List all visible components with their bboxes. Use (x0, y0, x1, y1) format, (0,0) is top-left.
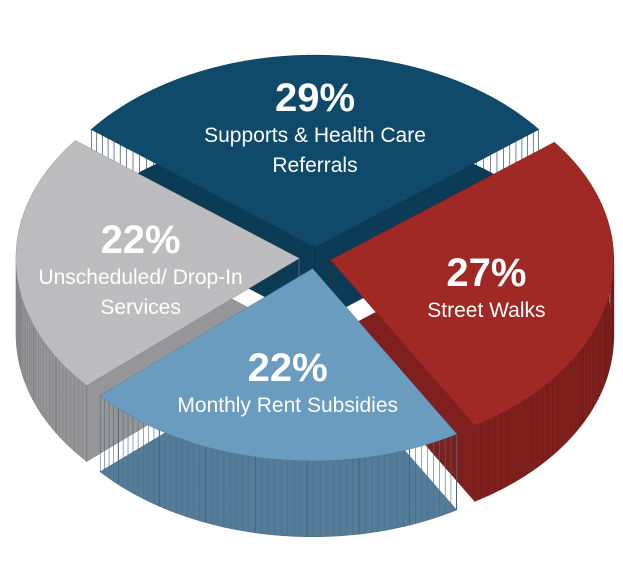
slice (91, 55, 539, 248)
category-label: Monthly Rent Subsidies (177, 393, 399, 417)
slice-label: 27% Street Walks (351, 250, 621, 326)
slice-label: 22% Monthly Rent Subsidies (153, 345, 423, 421)
value-label: 27% (446, 251, 527, 296)
slice (16, 140, 300, 386)
slice-label: 29% Supports & Health Care Referrals (180, 75, 450, 181)
category-label: Supports & Health Care Referrals (204, 124, 426, 178)
slice-label: 22% Unscheduled/ Drop-In Services (6, 217, 276, 323)
category-label: Street Walks (427, 299, 546, 323)
value-label: 22% (247, 345, 328, 390)
slice (100, 268, 457, 461)
slice-group (99, 267, 458, 538)
value-label: 22% (100, 217, 181, 262)
slice-side-lines (500, 263, 615, 490)
slice (330, 142, 614, 426)
slice-side-lines (19, 290, 88, 462)
value-label: 29% (274, 76, 356, 121)
category-label: Unscheduled/ Drop-In Services (38, 265, 243, 319)
slice-side-lines (117, 408, 458, 537)
slice-group (15, 139, 300, 462)
